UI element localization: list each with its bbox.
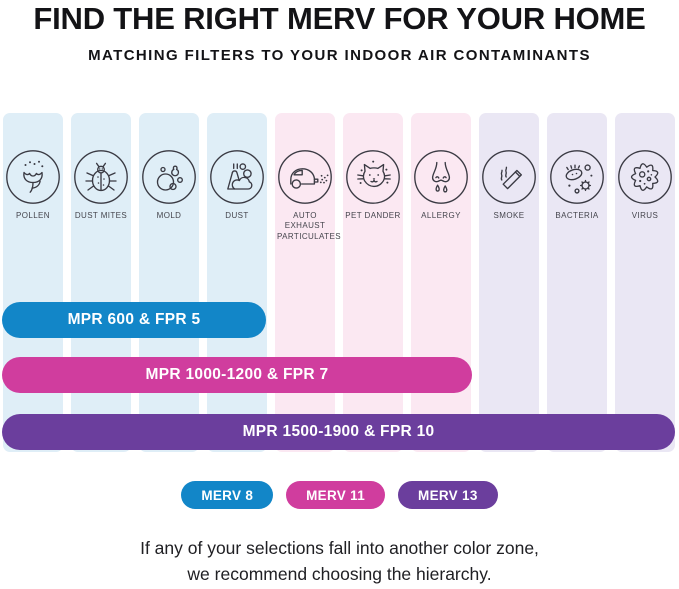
- column-dust-mites: DUST MITES: [71, 113, 131, 452]
- column-label: BACTERIA: [555, 211, 599, 220]
- column-label: MOLD: [156, 211, 182, 220]
- mold-icon: [140, 148, 198, 206]
- rating-bar-mpr600-fpr5: MPR 600 & FPR 5: [2, 302, 266, 338]
- column-label: AUTO EXHAUST PARTICULATES: [277, 211, 341, 241]
- smoke-icon: [480, 148, 538, 206]
- column-dust: DUST: [207, 113, 267, 452]
- column-allergy: ALLERGY: [411, 113, 471, 452]
- footer-note: If any of your selections fall into anot…: [0, 535, 679, 588]
- column-label: DUST: [225, 211, 249, 220]
- column-smoke: SMOKE: [479, 113, 539, 452]
- badge-merv-13: MERV 13: [398, 481, 498, 509]
- column-label: VIRUS: [631, 211, 659, 220]
- column-label: PET DANDER: [345, 211, 401, 220]
- page-subtitle: MATCHING FILTERS TO YOUR INDOOR AIR CONT…: [88, 47, 591, 64]
- dust-icon: [208, 148, 266, 206]
- pet-dander-icon: [344, 148, 402, 206]
- rating-bar-label: MPR 1500-1900 & FPR 10: [242, 423, 435, 440]
- column-pollen: POLLEN: [3, 113, 63, 452]
- rating-bar-label: MPR 600 & FPR 5: [67, 311, 201, 328]
- column-auto-exhaust: AUTO EXHAUST PARTICULATES: [275, 113, 341, 452]
- allergy-icon: [412, 148, 470, 206]
- badge-label: MERV 13: [418, 487, 478, 503]
- dust-mites-icon: [72, 148, 130, 206]
- auto-exhaust-particulates-icon: [276, 148, 334, 206]
- column-virus: VIRUS: [615, 113, 675, 452]
- badge-merv-11: MERV 11: [286, 481, 386, 509]
- bacteria-icon: [548, 148, 606, 206]
- column-label: DUST MITES: [74, 211, 128, 220]
- column-pet-dander: PET DANDER: [343, 113, 403, 452]
- page-title: FIND THE RIGHT MERV FOR YOUR HOME: [33, 1, 646, 36]
- rating-bar-mpr1000-1200-fpr7: MPR 1000-1200 & FPR 7: [2, 357, 472, 393]
- column-label: SMOKE: [493, 211, 525, 220]
- column-label: POLLEN: [16, 211, 50, 220]
- column-bacteria: BACTERIA: [547, 113, 607, 452]
- rating-bar-label: MPR 1000-1200 & FPR 7: [145, 366, 329, 383]
- column-mold: MOLD: [139, 113, 199, 452]
- footer-note-line1: If any of your selections fall into anot…: [140, 538, 539, 558]
- pollen-icon: [4, 148, 62, 206]
- column-label: ALLERGY: [421, 211, 461, 220]
- merv-legend: MERV 8 MERV 11 MERV 13: [0, 481, 679, 509]
- footer-note-line2: we recommend choosing the hierarchy.: [187, 564, 492, 585]
- badge-label: MERV 8: [201, 487, 254, 503]
- contaminant-columns: POLLEN DUST MITES: [3, 113, 676, 452]
- rating-bar-mpr1500-1900-fpr10: MPR 1500-1900 & FPR 10: [2, 414, 675, 450]
- virus-icon: [616, 148, 674, 206]
- badge-label: MERV 11: [306, 487, 366, 503]
- badge-merv-8: MERV 8: [181, 481, 274, 509]
